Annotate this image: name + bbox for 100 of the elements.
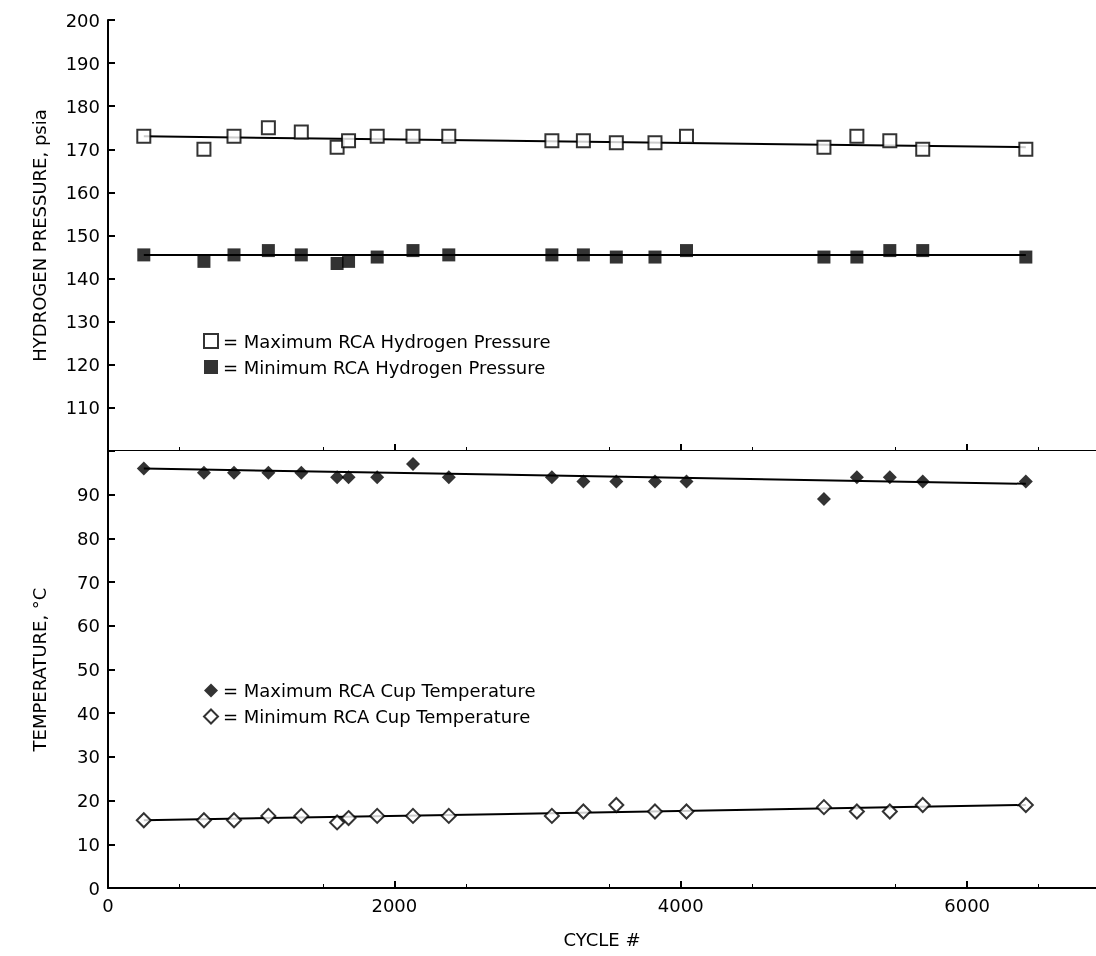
legend-label: = Maximum RCA Cup Temperature <box>223 680 536 701</box>
point <box>1019 250 1033 264</box>
point <box>914 796 931 813</box>
point <box>544 470 559 485</box>
point <box>137 248 151 262</box>
point <box>609 250 623 264</box>
point <box>405 128 421 144</box>
legend-label: = Minimum RCA Hydrogen Pressure <box>223 356 546 378</box>
y-tick-label: 150 <box>65 225 100 246</box>
point <box>881 803 898 820</box>
x-tick-label: 4000 <box>657 894 704 916</box>
y-tick-label: 30 <box>77 746 100 768</box>
point <box>679 244 693 258</box>
point <box>340 810 357 827</box>
y-tick-label: 70 <box>77 571 100 593</box>
x-tick-label: 0 <box>102 894 114 916</box>
point <box>915 474 930 489</box>
point <box>678 128 694 144</box>
point <box>341 470 356 485</box>
point <box>882 470 897 485</box>
y-tick-label: 160 <box>65 181 100 203</box>
point <box>294 248 308 262</box>
x-tick-label: 2000 <box>371 894 418 916</box>
legend-label: = Maximum RCA Hydrogen Pressure <box>223 330 551 352</box>
point <box>849 128 865 144</box>
point <box>442 248 456 262</box>
y-tick-label: 60 <box>77 615 100 637</box>
point <box>647 135 663 151</box>
y-tick-label: 10 <box>77 833 100 855</box>
point <box>817 250 831 264</box>
y-tick-label: 50 <box>77 659 100 680</box>
x-tick-label: 6000 <box>944 894 991 916</box>
y-tick-label: 20 <box>77 790 100 812</box>
point <box>294 465 309 480</box>
y-axis-title: HYDROGEN PRESSURE, psia <box>28 109 50 362</box>
point <box>342 254 356 268</box>
y-tick-label: 120 <box>65 354 100 376</box>
point <box>545 248 559 262</box>
point <box>441 128 457 144</box>
point <box>544 133 560 149</box>
legend-label: = Minimum RCA Cup Temperature <box>223 706 531 727</box>
point <box>816 492 831 507</box>
point <box>915 141 931 157</box>
point <box>330 470 345 485</box>
y-tick-label: 200 <box>65 9 100 31</box>
point <box>608 796 625 813</box>
point <box>679 474 694 489</box>
point <box>1018 141 1034 157</box>
y-tick-label: 80 <box>77 527 100 549</box>
point <box>849 470 864 485</box>
y-tick-label: 110 <box>65 397 100 419</box>
point <box>227 465 242 480</box>
point <box>341 133 357 149</box>
y-tick-label: 0 <box>88 877 100 899</box>
point <box>293 807 310 824</box>
point <box>369 128 385 144</box>
point <box>226 812 243 829</box>
point <box>136 461 151 476</box>
point <box>261 244 275 258</box>
point <box>575 803 592 820</box>
point <box>293 124 309 140</box>
point <box>678 803 695 820</box>
point <box>647 474 662 489</box>
x-axis-title: CYCLE # <box>563 928 641 950</box>
point <box>196 465 211 480</box>
point <box>370 250 384 264</box>
point <box>441 470 456 485</box>
point <box>1017 796 1034 813</box>
point <box>260 120 276 136</box>
y-tick-label: 40 <box>77 702 100 724</box>
y-tick-label: 180 <box>65 95 100 117</box>
point <box>196 141 212 157</box>
point <box>226 128 242 144</box>
y-tick-label: 90 <box>77 484 100 506</box>
point <box>882 133 898 149</box>
point <box>543 807 560 824</box>
point <box>261 465 276 480</box>
point <box>883 244 897 258</box>
y-axis-title: TEMPERATURE, °C <box>28 587 50 753</box>
point <box>260 807 277 824</box>
point <box>608 135 624 151</box>
point <box>648 250 662 264</box>
point <box>227 248 241 262</box>
y-tick-label: 190 <box>65 52 100 74</box>
point <box>575 133 591 149</box>
point <box>850 250 864 264</box>
point <box>370 470 385 485</box>
point <box>135 812 152 829</box>
point <box>197 254 211 268</box>
point <box>440 807 457 824</box>
point <box>815 799 832 816</box>
point <box>405 457 420 472</box>
point <box>646 803 663 820</box>
point <box>576 474 591 489</box>
y-tick-label: 130 <box>65 311 100 333</box>
point <box>1018 474 1033 489</box>
point <box>609 474 624 489</box>
point <box>406 244 420 258</box>
point <box>369 807 386 824</box>
point <box>576 248 590 262</box>
